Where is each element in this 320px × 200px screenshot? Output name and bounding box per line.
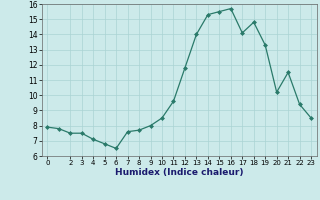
X-axis label: Humidex (Indice chaleur): Humidex (Indice chaleur) — [115, 168, 244, 177]
